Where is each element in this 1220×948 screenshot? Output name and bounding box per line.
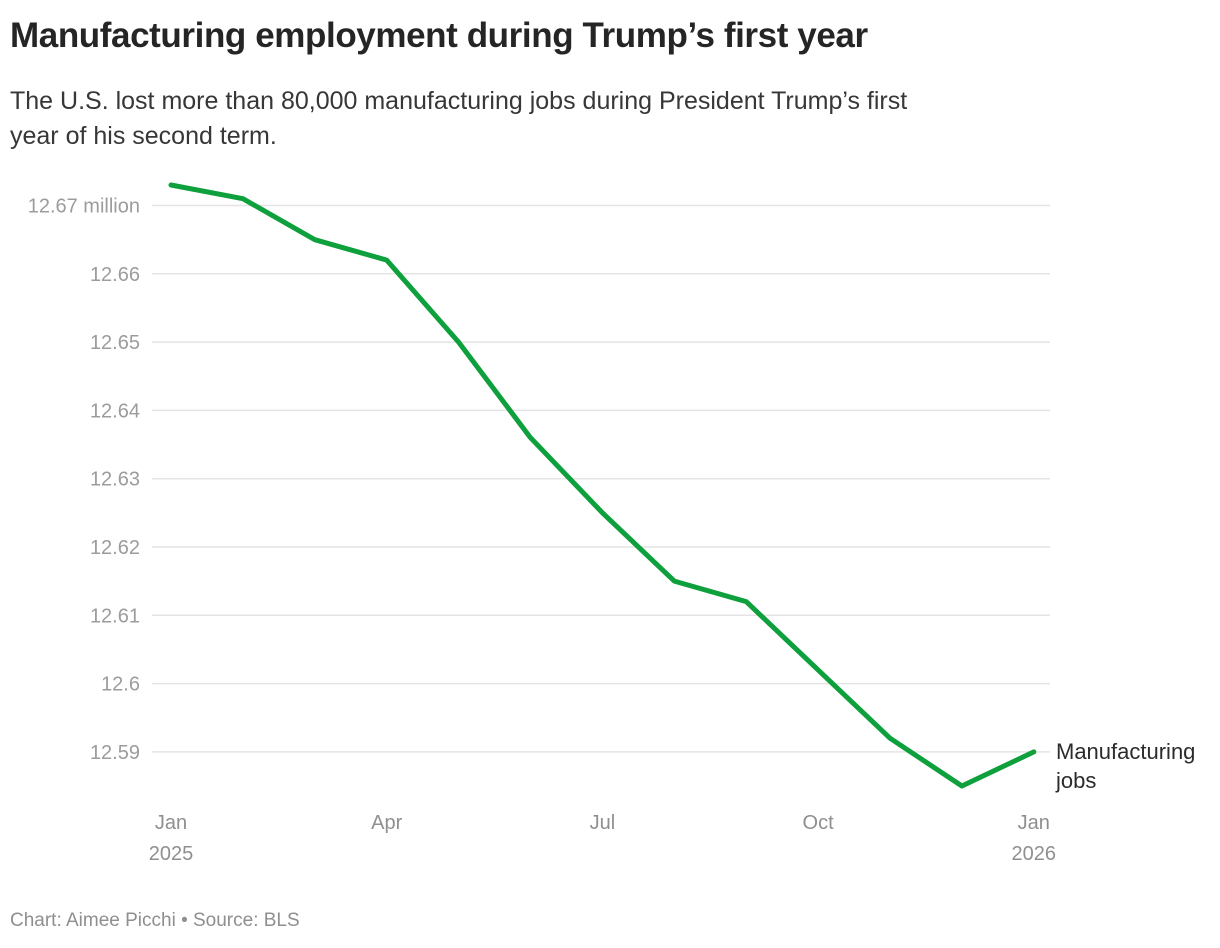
x-axis-tick-label: Jan	[155, 812, 187, 834]
x-axis-tick-sublabel: 2025	[149, 843, 194, 865]
series-label-manufacturing: Manufacturing	[1056, 739, 1195, 764]
manufacturing-employment-line-chart: 12.67 million 12.66 12.65 12.64 12.63 12.62 12…	[28, 182, 1195, 865]
chart-subtitle: The U.S. lost more than 80,000 manufactu…	[10, 84, 907, 154]
x-axis-tick-label: Oct	[803, 812, 835, 834]
x-axis-tick-label: Jul	[590, 812, 616, 834]
manufacturing-jobs-line	[168, 182, 1037, 789]
y-axis-tick-label: 12.59	[90, 742, 140, 764]
y-axis-tick-label: 12.64	[90, 400, 140, 422]
series-label-jobs: jobs	[1055, 768, 1096, 793]
x-axis-tick-sublabel: 2026	[1012, 843, 1057, 865]
chart-credit: Chart: Aimee Picchi • Source: BLS	[10, 910, 300, 931]
chart-title: Manufacturing employment during Trump’s …	[10, 16, 868, 55]
y-axis-tick-label: 12.63	[90, 469, 140, 491]
chart-subtitle-line-1: The U.S. lost more than 80,000 manufactu…	[10, 87, 908, 115]
y-axis-tick-label: 12.65	[90, 332, 140, 354]
y-axis-tick-label: 12.62	[90, 537, 140, 559]
x-axis-tick-label: Apr	[371, 812, 402, 834]
x-axis-tick-label: Jan	[1018, 812, 1050, 834]
y-axis-tick-label: 12.67 million	[28, 196, 140, 218]
y-axis-tick-label: 12.6	[101, 674, 140, 696]
y-axis-tick-label: 12.61	[90, 605, 140, 627]
y-axis-tick-label: 12.66	[90, 264, 140, 286]
chart-subtitle-line-2: year of his second term.	[10, 122, 277, 150]
